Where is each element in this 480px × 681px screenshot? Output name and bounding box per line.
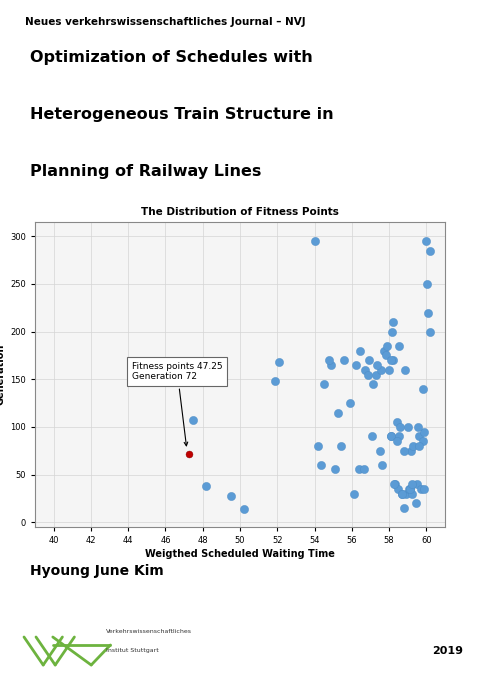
Point — [378, 460, 386, 471]
Point — [346, 398, 354, 409]
Text: Verkehrswissenschaftliches: Verkehrswissenschaftliches — [106, 629, 192, 634]
Point — [370, 379, 377, 390]
Point — [190, 415, 197, 426]
Point — [420, 426, 427, 437]
Point — [416, 441, 423, 452]
Point — [185, 448, 192, 459]
Point — [408, 445, 415, 456]
Point — [320, 379, 328, 390]
Point — [389, 317, 397, 328]
Point — [395, 484, 402, 494]
Point — [312, 236, 319, 247]
Title: The Distribution of Fitness Points: The Distribution of Fitness Points — [141, 207, 339, 217]
Point — [387, 355, 395, 366]
Text: Hyoung June Kim: Hyoung June Kim — [30, 564, 164, 578]
Point — [396, 422, 404, 432]
Point — [361, 364, 369, 375]
Text: 2019: 2019 — [432, 646, 463, 656]
Point — [380, 345, 387, 356]
Point — [408, 488, 416, 499]
Point — [356, 345, 364, 356]
Point — [391, 479, 398, 490]
Text: Heterogeneous Train Structure in: Heterogeneous Train Structure in — [30, 107, 334, 122]
Point — [415, 431, 423, 442]
Point — [406, 484, 414, 494]
Point — [355, 463, 363, 474]
Point — [388, 326, 396, 337]
Point — [337, 441, 345, 452]
Point — [360, 463, 368, 474]
Point — [400, 503, 408, 513]
Point — [353, 360, 360, 370]
Point — [389, 355, 396, 366]
Text: Planning of Railway Lines: Planning of Railway Lines — [30, 164, 262, 179]
Point — [372, 369, 380, 380]
Point — [426, 245, 434, 256]
Point — [327, 360, 335, 370]
Point — [203, 481, 210, 492]
Point — [414, 422, 422, 432]
Point — [331, 463, 339, 474]
Y-axis label: Generation: Generation — [0, 344, 6, 405]
Point — [393, 436, 401, 447]
Point — [390, 479, 398, 490]
Point — [383, 350, 390, 361]
Text: Neues verkehrswissenschaftliches Journal – NVJ: Neues verkehrswissenschaftliches Journal… — [25, 16, 306, 27]
Point — [405, 484, 412, 494]
Point — [317, 460, 325, 471]
Point — [377, 364, 384, 375]
Point — [385, 364, 393, 375]
Point — [423, 279, 431, 289]
Point — [276, 357, 283, 368]
Point — [408, 479, 416, 490]
Point — [427, 326, 434, 337]
Text: Institut Stuttgart: Institut Stuttgart — [106, 648, 158, 653]
Point — [227, 490, 235, 501]
Text: 29: 29 — [453, 15, 475, 30]
Point — [409, 441, 417, 452]
Point — [387, 431, 395, 442]
Point — [364, 369, 372, 380]
Point — [406, 484, 413, 494]
Point — [413, 479, 421, 490]
Point — [402, 488, 410, 499]
Point — [314, 441, 322, 452]
Point — [365, 355, 372, 366]
Point — [376, 445, 384, 456]
Point — [334, 407, 342, 418]
Point — [395, 431, 403, 442]
Point — [398, 488, 406, 499]
Point — [272, 376, 279, 387]
Point — [384, 340, 391, 351]
X-axis label: Weigthed Scheduled Waiting Time: Weigthed Scheduled Waiting Time — [145, 549, 335, 559]
Text: Optimization of Schedules with: Optimization of Schedules with — [30, 50, 313, 65]
Point — [387, 431, 395, 442]
Point — [240, 503, 248, 514]
Point — [424, 307, 432, 318]
Point — [400, 445, 408, 456]
Point — [420, 484, 428, 494]
Point — [398, 488, 406, 499]
Text: Fitness points 47.25
Generation 72: Fitness points 47.25 Generation 72 — [132, 362, 223, 446]
Point — [404, 422, 411, 432]
Point — [393, 417, 400, 428]
Point — [396, 340, 403, 351]
Point — [340, 355, 348, 366]
Point — [369, 431, 376, 442]
Point — [419, 436, 426, 447]
Point — [373, 360, 381, 370]
Point — [402, 364, 409, 375]
Point — [417, 484, 425, 494]
Point — [412, 498, 420, 509]
Point — [325, 355, 333, 366]
Point — [422, 236, 430, 247]
Point — [350, 488, 358, 499]
Point — [419, 383, 427, 394]
